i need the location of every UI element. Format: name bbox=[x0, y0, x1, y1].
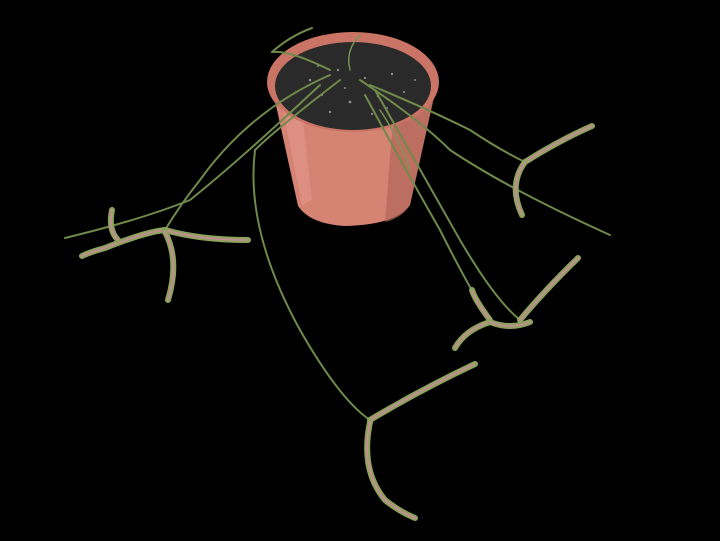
soil bbox=[275, 42, 431, 130]
